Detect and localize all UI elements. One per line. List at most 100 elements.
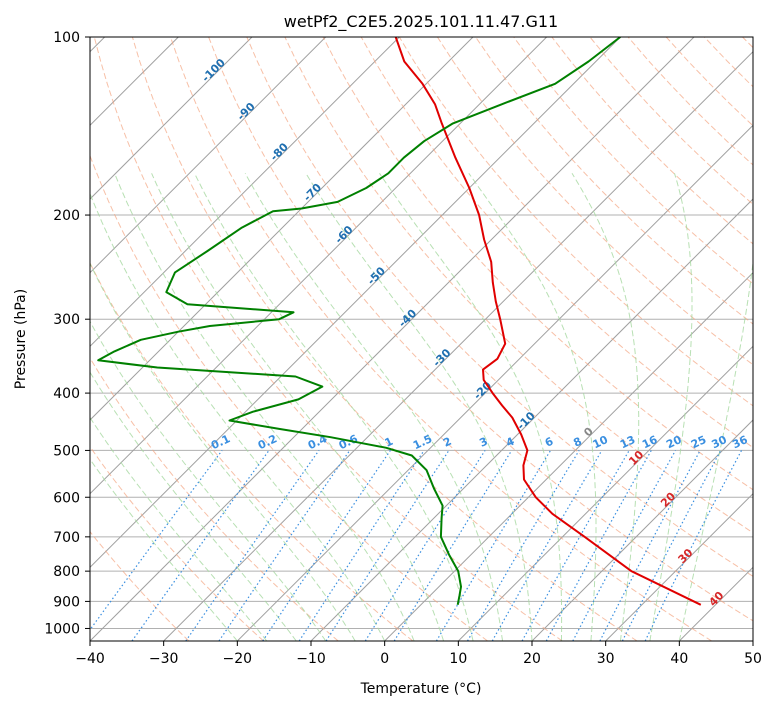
mixing-ratio-label: 3 bbox=[477, 435, 489, 450]
isotherm-label: -80 bbox=[268, 140, 291, 163]
y-tick-label: 600 bbox=[53, 490, 80, 506]
isotherm-line bbox=[384, 271, 753, 641]
x-tick-label: 40 bbox=[670, 651, 688, 667]
y-axis: 100 200 300 400 500 600 700 800 900 1000 bbox=[44, 30, 90, 637]
dry-adiabat bbox=[284, 37, 753, 534]
mixing-ratio-line bbox=[572, 450, 677, 641]
dry-adiabat bbox=[90, 261, 414, 641]
y-tick-label: 800 bbox=[53, 564, 80, 580]
x-tick-label: 20 bbox=[523, 651, 541, 667]
isotherm-line bbox=[90, 37, 474, 421]
dry-adiabat bbox=[90, 154, 488, 641]
mixing-ratio-label: 1.5 bbox=[411, 432, 434, 452]
isotherm-line bbox=[605, 492, 753, 641]
mixing-ratio-line bbox=[521, 450, 630, 641]
dry-adiabat bbox=[742, 37, 753, 49]
profile-lines bbox=[97, 37, 702, 606]
moist-adiabat bbox=[90, 371, 297, 641]
mixing-ratio-line bbox=[218, 450, 351, 641]
moist-adiabat bbox=[90, 262, 356, 641]
temperature-profile bbox=[394, 37, 702, 606]
moist-adiabat bbox=[678, 258, 753, 641]
x-tick-label: 30 bbox=[597, 651, 615, 667]
y-tick-label: 1000 bbox=[44, 621, 80, 637]
isotherm-line bbox=[90, 37, 327, 274]
isotherm-line bbox=[752, 640, 753, 641]
moist-adiabat bbox=[468, 173, 597, 641]
isotherm-label: -40 bbox=[396, 307, 419, 330]
mixing-ratio-line bbox=[621, 450, 722, 641]
mixing-ratio-label: 10 bbox=[591, 433, 611, 451]
dry-adiabat bbox=[90, 357, 339, 641]
isotherm-line bbox=[678, 566, 753, 641]
isotherm-label: 40 bbox=[706, 589, 726, 609]
y-tick-label: 300 bbox=[53, 312, 80, 328]
isotherm-line bbox=[163, 50, 753, 641]
x-tick-label: 0 bbox=[380, 651, 389, 667]
mixing-ratio-label: 25 bbox=[689, 433, 708, 451]
dry-adiabat bbox=[703, 37, 753, 88]
x-axis: −40 −30 −20 −10 0 10 20 30 40 50 bbox=[75, 641, 762, 667]
x-tick-label: 50 bbox=[744, 651, 762, 667]
moist-adiabat bbox=[649, 173, 693, 641]
y-axis-label: Pressure (hPa) bbox=[13, 289, 29, 389]
plot-frame bbox=[89, 36, 754, 642]
dry-adiabat bbox=[246, 37, 753, 577]
mixing-ratio-line bbox=[435, 450, 552, 641]
isotherm-line bbox=[310, 198, 753, 641]
y-tick-label: 400 bbox=[53, 386, 80, 402]
mixing-ratio-line bbox=[90, 450, 223, 631]
x-tick-label: −10 bbox=[296, 651, 326, 667]
moist-adiabat bbox=[571, 173, 640, 641]
moist-adiabat bbox=[114, 173, 415, 641]
moist-adiabat bbox=[90, 458, 238, 641]
dewpoint-profile bbox=[97, 37, 621, 605]
isotherm-label: 30 bbox=[676, 546, 696, 566]
chart-title: wetPf2_C2E5.2025.101.11.47.G11 bbox=[284, 12, 558, 32]
x-axis-label: Temperature (°C) bbox=[360, 681, 482, 697]
dry-adiabat bbox=[360, 37, 753, 449]
mixing-ratio-label: 30 bbox=[710, 433, 730, 451]
x-tick-label: 10 bbox=[449, 651, 467, 667]
moist-adiabat bbox=[244, 173, 503, 641]
dry-adiabat bbox=[475, 37, 753, 325]
moist-adiabat bbox=[194, 173, 474, 641]
moist-adiabat bbox=[379, 173, 563, 641]
dry-adiabat bbox=[131, 37, 638, 641]
mixing-ratio-label: 13 bbox=[618, 433, 637, 451]
isotherm-label: -90 bbox=[235, 100, 258, 123]
mixing-ratio-line bbox=[185, 450, 320, 641]
y-tick-label: 200 bbox=[53, 208, 80, 224]
isotherm-line bbox=[90, 37, 695, 641]
isotherm-line bbox=[236, 124, 753, 641]
mixing-ratio-label: 8 bbox=[571, 435, 583, 450]
isotherm-line bbox=[90, 37, 548, 495]
dry-adiabat bbox=[90, 445, 264, 641]
dry-adiabat bbox=[436, 37, 753, 366]
x-tick-label: −20 bbox=[223, 651, 253, 667]
y-tick-label: 700 bbox=[53, 530, 80, 546]
mixing-ratio-line bbox=[325, 450, 450, 641]
isotherm-label: -50 bbox=[365, 264, 388, 287]
dry-adiabat bbox=[398, 37, 753, 407]
y-tick-label: 900 bbox=[53, 594, 80, 610]
mixing-ratio-label: 36 bbox=[730, 433, 750, 451]
x-tick-label: −30 bbox=[149, 651, 179, 667]
isotherm-label: -100 bbox=[199, 56, 228, 85]
mixing-ratio-label: 16 bbox=[640, 433, 660, 451]
isotherm-line bbox=[90, 37, 400, 348]
dry-adiabat bbox=[208, 37, 753, 622]
background-lines bbox=[90, 37, 753, 641]
mixing-ratio-line bbox=[545, 450, 652, 641]
dry-adiabat bbox=[170, 37, 712, 641]
isotherm-line bbox=[90, 37, 253, 200]
mixing-ratio-label: 6 bbox=[543, 435, 556, 450]
mixing-ratio-label: 0.2 bbox=[256, 432, 279, 452]
moist-adiabat bbox=[90, 416, 268, 641]
mixing-ratio-line bbox=[644, 450, 743, 641]
dry-adiabat bbox=[90, 530, 190, 641]
x-tick-label: −40 bbox=[75, 651, 105, 667]
y-tick-label: 100 bbox=[53, 30, 80, 46]
dry-adiabat bbox=[93, 37, 563, 641]
